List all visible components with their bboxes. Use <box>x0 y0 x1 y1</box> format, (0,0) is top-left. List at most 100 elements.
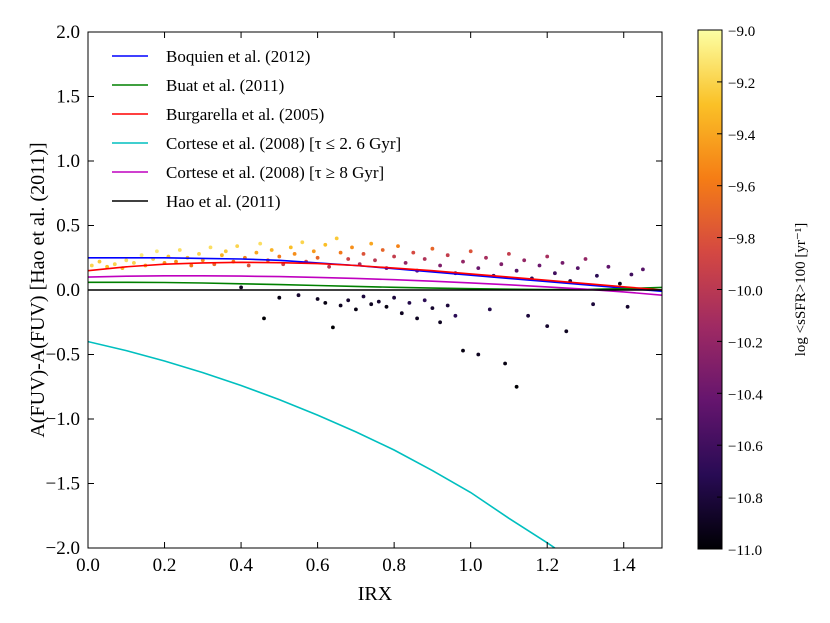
scatter-point <box>277 295 282 300</box>
colorbar-tick-label: −9.6 <box>728 180 756 196</box>
scatter-points <box>89 236 645 389</box>
x-tick-label: 1.0 <box>459 555 483 576</box>
scatter-point <box>595 273 599 278</box>
scatter-point <box>468 249 473 254</box>
y-axis-label: A(FUV)-A(FUV) [Hao et al. (2011)] <box>27 142 49 437</box>
scatter-point <box>97 259 102 264</box>
scatter-point <box>503 361 507 366</box>
scatter-point <box>625 304 630 309</box>
legend: Boquien et al. (2012) Buat et al. (2011) B… <box>112 47 401 211</box>
scatter-point <box>197 252 201 256</box>
y-tick-label: 1.0 <box>56 151 80 172</box>
scatter-point <box>430 306 435 310</box>
scatter-point <box>315 297 320 301</box>
scatter-point <box>380 248 385 252</box>
series-line <box>88 275 662 296</box>
colorbar-tick-label: −9.2 <box>728 76 755 92</box>
scatter-point <box>430 246 435 251</box>
x-tick-label: 0.6 <box>306 555 330 576</box>
scatter-point <box>346 257 351 261</box>
scatter-point <box>223 249 228 254</box>
scatter-point <box>174 259 178 264</box>
scatter-point <box>292 252 297 256</box>
scatter-point <box>396 244 400 249</box>
scatter-point <box>124 258 129 263</box>
scatter-point <box>220 253 224 258</box>
scatter-point <box>300 240 305 245</box>
scatter-point <box>311 249 316 254</box>
y-tick-label: −1.0 <box>46 409 80 430</box>
scatter-point <box>583 257 588 261</box>
legend-label: Hao et al. (2011) <box>166 192 281 211</box>
scatter-point <box>411 250 416 255</box>
scatter-point <box>376 299 381 304</box>
colorbar-tick-label: −9.0 <box>728 24 755 40</box>
scatter-point <box>200 258 205 263</box>
legend-label: Burgarella et al. (2005) <box>166 105 324 124</box>
x-tick-label: 0.8 <box>382 555 406 576</box>
scatter-point <box>415 316 419 321</box>
colorbar-tick-label: −9.8 <box>728 232 755 248</box>
x-axis-ticks: 0.0 0.2 0.4 0.6 0.8 1.0 1.2 1.4 <box>76 32 636 576</box>
scatter-point <box>177 248 182 252</box>
x-tick-label: 0.2 <box>153 555 177 576</box>
scatter-point <box>235 244 240 249</box>
scatter-point <box>629 272 634 277</box>
scatter-point <box>484 255 488 260</box>
scatter-point <box>422 257 427 261</box>
y-tick-label: −2.0 <box>46 538 80 559</box>
scatter-point <box>254 250 259 255</box>
legend-label: Cortese et al. (2008) [τ ≥ 8 Gyr] <box>166 163 384 182</box>
x-tick-label: 0.4 <box>229 555 253 576</box>
scatter-point <box>641 267 645 272</box>
scatter-point <box>277 254 282 259</box>
scatter-point <box>239 285 244 290</box>
scatter-point <box>537 263 542 268</box>
scatter-point <box>545 324 550 328</box>
scatter-point <box>262 316 266 321</box>
scatter-point <box>155 249 159 254</box>
scatter-point <box>208 245 213 250</box>
scatter-point <box>361 252 366 256</box>
scatter-point <box>575 266 580 270</box>
scatter-point <box>522 258 527 263</box>
scatter-point <box>445 253 450 258</box>
series-line <box>88 261 662 291</box>
scatter-point <box>618 281 622 286</box>
scatter-point <box>461 259 465 264</box>
scatter-point <box>373 258 377 263</box>
colorbar-tick-label: −10.2 <box>728 335 763 351</box>
y-tick-label: 0.0 <box>56 280 80 301</box>
x-tick-label: 1.4 <box>612 555 636 576</box>
scatter-point <box>315 255 320 260</box>
colorbar-tick-label: −10.8 <box>728 491 763 507</box>
scatter-point <box>369 241 374 246</box>
scatter-point <box>403 261 408 265</box>
scatter-point <box>545 254 550 259</box>
y-tick-label: 2.0 <box>56 22 80 43</box>
scatter-point <box>591 302 595 307</box>
scatter-point <box>526 313 530 318</box>
scatter-point <box>327 264 331 269</box>
scatter-point <box>369 302 374 307</box>
legend-label: Cortese et al. (2008) [τ ≤ 2. 6 Gyr] <box>166 134 401 153</box>
scatter-point <box>392 254 396 259</box>
colorbar-tick-label: −10.4 <box>728 387 763 403</box>
colorbar-tick-label: −10.6 <box>728 439 763 455</box>
colorbar-ticks: −9.0 −9.2 −9.4 −9.6 −9.8 −10.0 −10.2 −10.4 −10.6… <box>717 24 763 559</box>
scatter-point <box>407 301 412 305</box>
scatter-point <box>288 245 293 250</box>
scatter-point <box>334 236 339 241</box>
scatter-point <box>89 263 94 268</box>
x-axis-label: IRX <box>358 583 393 605</box>
scatter-point <box>438 263 442 268</box>
scatter-point <box>331 325 335 330</box>
scatter-point <box>487 307 492 312</box>
scatter-point <box>323 242 328 247</box>
scatter-point <box>338 303 343 308</box>
y-tick-label: 0.5 <box>56 216 80 237</box>
model-curves <box>88 257 662 548</box>
scatter-point <box>507 252 511 256</box>
legend-label: Boquien et al. (2012) <box>166 47 310 66</box>
x-tick-label: 1.2 <box>535 555 559 576</box>
